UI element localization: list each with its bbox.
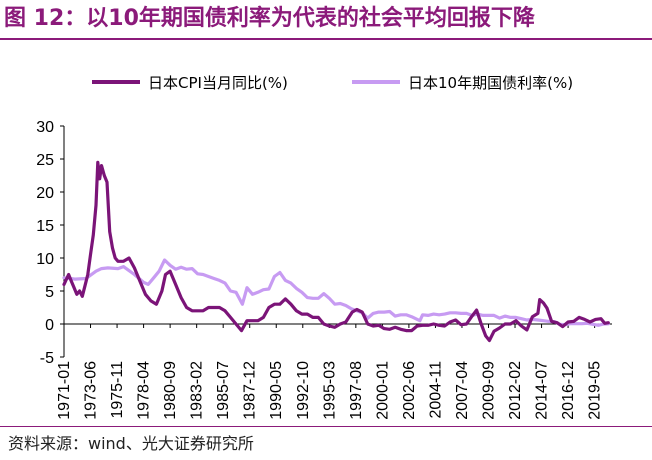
x-tick-label: 2007-04 [454, 361, 471, 420]
y-tick-label: 0 [45, 317, 54, 334]
x-tick-label: 2000-01 [374, 361, 391, 420]
x-tick-label: 1975-11 [109, 361, 126, 419]
x-tick-label: 2012-02 [507, 361, 524, 420]
legend: 日本CPI当月同比(%) 日本10年期国债利率(%) [92, 74, 573, 92]
series-line-cpi [62, 160, 610, 343]
y-tick-labels: 30 25 20 15 10 5 0 -5 [36, 119, 54, 367]
legend-label-cpi: 日本CPI当月同比(%) [148, 74, 288, 92]
x-tick-label: 2009-09 [480, 361, 497, 420]
y-tick-label: 10 [36, 251, 54, 268]
source-note: 资料来源：wind、光大证券研究所 [8, 434, 254, 453]
x-tick-label: 2004-11 [427, 361, 444, 419]
series-line-bond [62, 258, 610, 327]
y-tick-label: -5 [40, 350, 54, 367]
x-tick-label: 1990-05 [268, 361, 285, 420]
x-tick-label: 1997-08 [348, 361, 365, 420]
y-tick-label: 15 [36, 218, 54, 235]
x-tick-label: 2016-12 [560, 361, 577, 420]
series-lines [62, 160, 610, 343]
title-rule [0, 38, 652, 40]
figure-title: 图 12：以10年期国债利率为代表的社会平均回报下降 [4, 6, 535, 31]
legend-label-bond: 日本10年期国债利率(%) [408, 74, 573, 92]
x-tick-labels: 1971-01 1973-06 1975-11 1978-04 1980-09 1983-… [56, 361, 604, 420]
y-tick-label: 25 [36, 152, 54, 169]
y-tick-label: 20 [36, 185, 54, 202]
line-chart: 日本CPI当月同比(%) 日本10年期国债利率(%) 30 25 20 15 10 5 0 -… [36, 74, 612, 420]
source-rule [0, 426, 652, 427]
x-tick-label: 1973-06 [83, 361, 100, 420]
x-tick-label: 2019-05 [587, 361, 604, 420]
y-tick-label: 30 [36, 119, 54, 136]
x-tick-label: 1985-07 [215, 361, 232, 420]
x-tick-label: 1971-01 [56, 361, 73, 420]
x-tick-label: 1983-02 [189, 361, 206, 420]
x-tick-label: 2002-06 [401, 361, 418, 420]
x-tick-label: 1980-09 [162, 361, 179, 420]
x-tick-label: 1995-03 [321, 361, 338, 420]
x-tick-label: 2014-07 [534, 361, 551, 420]
x-tick-label: 1992-10 [295, 361, 312, 420]
x-tick-label: 1978-04 [136, 361, 153, 420]
x-tick-label: 1987-12 [242, 361, 259, 420]
y-tick-label: 5 [45, 284, 54, 301]
